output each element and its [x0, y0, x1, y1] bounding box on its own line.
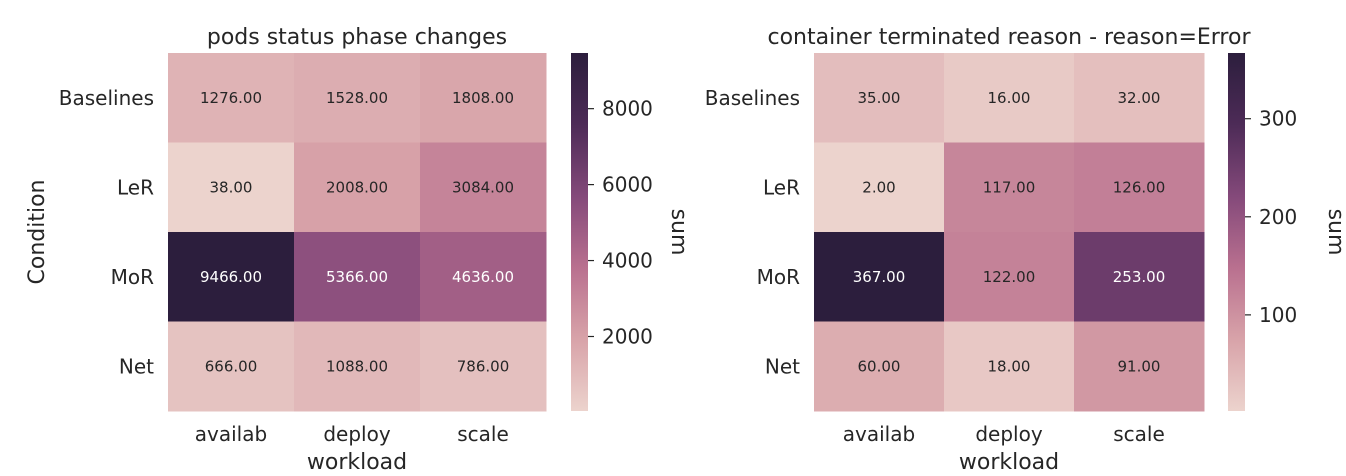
- heatmap-panel-pods-status: pods status phase changes 1276.00 1528.00 1…: [25, 25, 691, 475]
- heatmap-cell-baselines-deploy: [944, 53, 1075, 143]
- heatmap-cell-mor-deploy: [944, 232, 1075, 322]
- cell-value-label: 1808.00: [452, 89, 514, 107]
- cell-value-label: 786.00: [457, 357, 510, 375]
- y-axis-label: Condition: [25, 180, 50, 285]
- cell-value-label: 5366.00: [326, 268, 388, 286]
- colorbar-tick-label: 6000: [602, 173, 653, 197]
- heatmap-panel-container-terminated: container terminated reason - reason=Err…: [705, 25, 1346, 475]
- heatmap-cell-mor-scale: [420, 232, 547, 322]
- y-tick-label-net: Net: [119, 354, 154, 378]
- x-tick-label-deploy: deploy: [323, 422, 390, 446]
- cell-value-label: 32.00: [1118, 89, 1161, 107]
- colorbar-tick-label: 100: [1259, 303, 1297, 327]
- cell-value-label: 1276.00: [200, 89, 262, 107]
- heatmap-cell-baselines-availab: [168, 53, 295, 143]
- cell-value-label: 2008.00: [326, 178, 388, 196]
- heatmap-cell-net-availab: [814, 321, 945, 412]
- cell-value-label: 60.00: [858, 357, 901, 375]
- heatmap-cell-net-deploy: [944, 321, 1075, 412]
- colorbar-tick-label: 300: [1259, 107, 1297, 131]
- chart-title: pods status phase changes: [207, 25, 507, 50]
- heatmap-cell-ler-deploy: [944, 142, 1075, 233]
- heatmap-cell-net-scale: [420, 321, 547, 412]
- colorbar-label: sum: [1323, 209, 1346, 256]
- cell-value-label: 16.00: [988, 89, 1031, 107]
- x-tick-label-deploy: deploy: [975, 422, 1042, 446]
- cell-value-label: 253.00: [1113, 268, 1166, 286]
- cell-value-label: 117.00: [983, 178, 1036, 196]
- heatmap-cell-mor-scale: [1074, 232, 1205, 322]
- heatmap-cell-ler-deploy: [294, 142, 421, 233]
- heatmap-cell-ler-availab: [814, 142, 945, 233]
- heatmap-cell-baselines-deploy: [294, 53, 421, 143]
- colorbar-tick-label: 2000: [602, 324, 653, 348]
- heatmap-cell-mor-availab: [814, 232, 945, 322]
- cell-value-label: 91.00: [1118, 357, 1161, 375]
- colorbar-tick-label: 200: [1259, 205, 1297, 229]
- x-tick-label-scale: scale: [457, 422, 509, 446]
- colorbar-tick-label: 4000: [602, 249, 653, 273]
- cell-value-label: 1088.00: [326, 357, 388, 375]
- heatmap-cell-mor-availab: [168, 232, 295, 322]
- y-tick-label-baselines: Baselines: [705, 86, 800, 110]
- y-tick-label-net: Net: [765, 354, 800, 378]
- heatmap-cell-net-availab: [168, 321, 295, 412]
- x-tick-label-scale: scale: [1113, 422, 1165, 446]
- heatmap-cell-baselines-scale: [420, 53, 547, 143]
- y-tick-label-mor: MoR: [757, 265, 800, 289]
- colorbar: [571, 53, 588, 411]
- heatmap-cell-mor-deploy: [294, 232, 421, 322]
- x-axis-label: workload: [959, 450, 1059, 472]
- cell-value-label: 3084.00: [452, 178, 514, 196]
- heatmap-cell-ler-scale: [420, 142, 547, 233]
- heatmap-cell-net-scale: [1074, 321, 1205, 412]
- cell-value-label: 35.00: [858, 89, 901, 107]
- colorbar: [1228, 53, 1245, 411]
- cell-value-label: 1528.00: [326, 89, 388, 107]
- y-tick-label-baselines: Baselines: [59, 86, 154, 110]
- x-tick-label-availab: availab: [843, 422, 915, 446]
- cell-value-label: 18.00: [988, 357, 1031, 375]
- y-tick-label-ler: LeR: [117, 175, 154, 199]
- x-axis-label: workload: [307, 450, 407, 472]
- heatmap-cell-baselines-scale: [1074, 53, 1205, 143]
- cell-value-label: 9466.00: [200, 268, 262, 286]
- colorbar-label: sum: [666, 209, 691, 256]
- cell-value-label: 2.00: [862, 178, 895, 196]
- cell-value-label: 4636.00: [452, 268, 514, 286]
- cell-value-label: 666.00: [205, 357, 258, 375]
- cell-value-label: 126.00: [1113, 178, 1166, 196]
- cell-value-label: 38.00: [210, 178, 253, 196]
- y-tick-label-ler: LeR: [763, 175, 800, 199]
- cell-value-label: 122.00: [983, 268, 1036, 286]
- y-tick-label-mor: MoR: [111, 265, 154, 289]
- heatmap-cell-ler-availab: [168, 142, 295, 233]
- cell-value-label: 367.00: [853, 268, 906, 286]
- x-tick-label-availab: availab: [195, 422, 267, 446]
- colorbar-tick-label: 8000: [602, 97, 653, 121]
- heatmap-cell-ler-scale: [1074, 142, 1205, 233]
- chart-title: container terminated reason - reason=Err…: [767, 25, 1251, 50]
- heatmap-cell-baselines-availab: [814, 53, 945, 143]
- heatmap-cell-net-deploy: [294, 321, 421, 412]
